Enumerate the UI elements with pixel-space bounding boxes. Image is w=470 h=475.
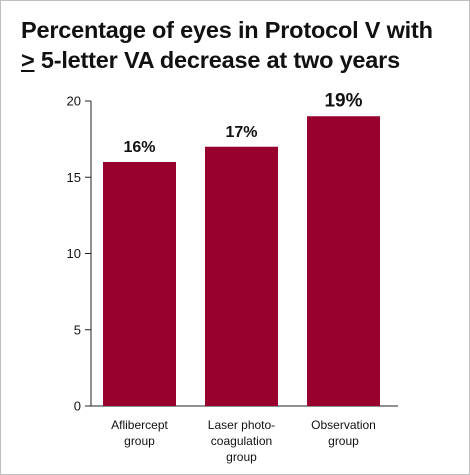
greater-equal-symbol: > [21, 47, 35, 73]
x-category-label-line: group [328, 434, 359, 448]
x-category-label: Aflibercept group [111, 418, 168, 448]
x-category-label-line: group [124, 434, 155, 448]
x-category-label: Observation group [311, 418, 376, 448]
chart-title: Percentage of eyes in Protocol V with > … [21, 15, 461, 75]
chart-title-line-2-text: 5-letter VA decrease at two years [34, 47, 400, 73]
bar-value-label: 16% [123, 139, 155, 156]
y-tick-label: 15 [67, 170, 81, 185]
bar-value-label: 17% [225, 124, 257, 141]
x-category-label-line: Observation [311, 418, 376, 432]
bar-1 [103, 162, 176, 406]
bar-2 [205, 146, 278, 406]
y-tick-label: 0 [74, 399, 81, 414]
chart-title-line-2: > 5-letter VA decrease at two years [21, 45, 461, 75]
y-tick-label: 5 [74, 322, 81, 337]
chart-title-line-1: Percentage of eyes in Protocol V with [21, 17, 433, 43]
x-category-label-line: group [226, 450, 257, 464]
y-tick-label: 10 [67, 246, 81, 261]
x-category-label-line: Aflibercept [111, 418, 168, 432]
x-category-label: Laser photo-coagulation group [208, 418, 275, 464]
bar-3 [307, 116, 380, 406]
x-category-label-line: coagulation [211, 434, 272, 448]
x-category-label-line: Laser photo- [208, 418, 275, 432]
bar-value-label: 19% [324, 90, 362, 111]
y-tick-label: 20 [67, 94, 81, 109]
